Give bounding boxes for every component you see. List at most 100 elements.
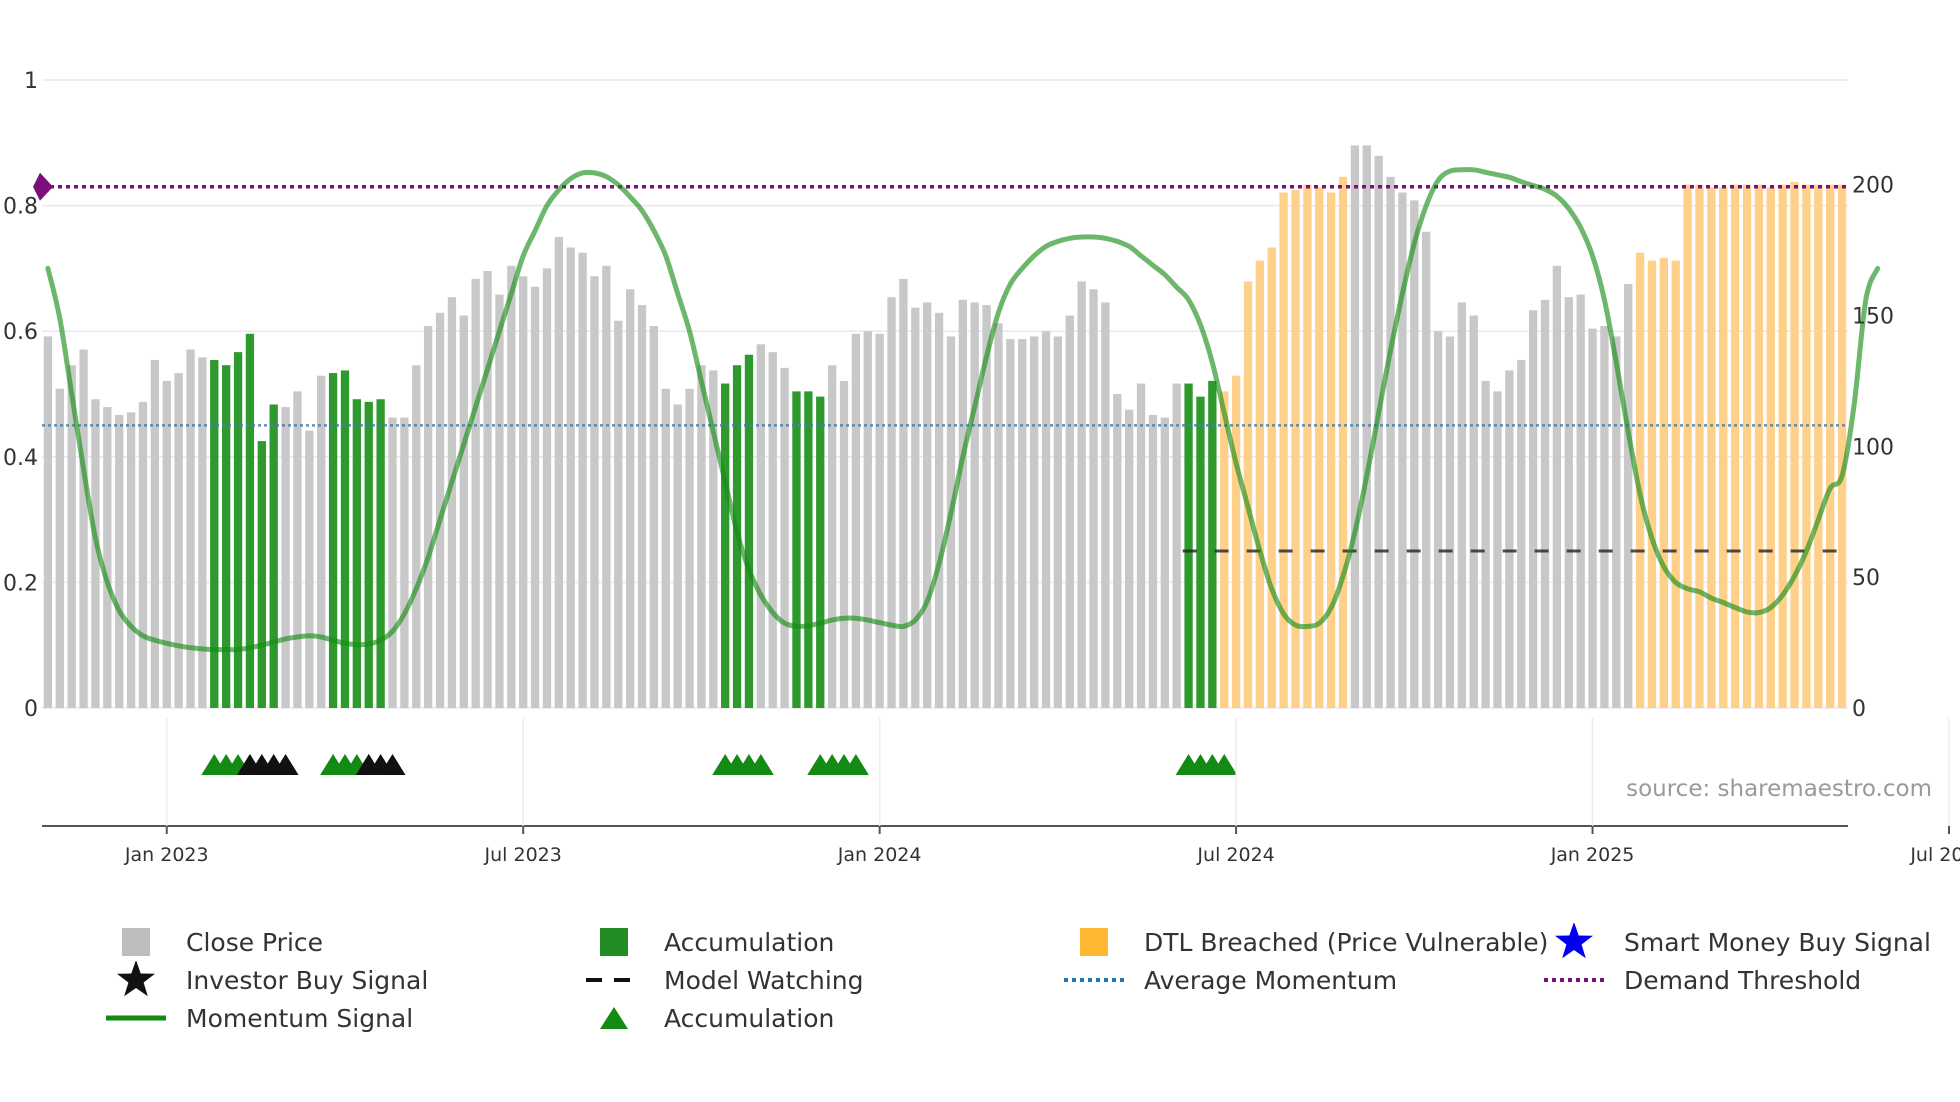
- x-tick-label: Jul 2023: [484, 844, 562, 866]
- investor-buy-marker: [272, 754, 299, 775]
- close-price-bar: [1029, 336, 1039, 708]
- y-left-tick-label: 0.4: [3, 446, 38, 471]
- close-price-bar: [400, 417, 409, 708]
- accumulation-bar: [222, 365, 231, 708]
- close-price-bar: [115, 414, 124, 708]
- close-price-bars: [43, 145, 1633, 709]
- close-price-bar: [1398, 192, 1407, 708]
- close-price-bar: [697, 365, 706, 708]
- close-price-bar: [1445, 336, 1455, 708]
- close-price-bar: [388, 417, 397, 708]
- y-right-tick-label: 50: [1852, 566, 1880, 591]
- x-tick-label: Jan 2023: [124, 844, 209, 866]
- y-left-tick-label: 0: [24, 697, 38, 722]
- close-price-bar: [1576, 294, 1585, 708]
- close-price-bar: [1528, 310, 1538, 708]
- close-price-bar: [1077, 281, 1086, 708]
- accumulation-bar: [744, 354, 754, 708]
- close-price-bar: [1362, 145, 1371, 708]
- accumulation-bar: [352, 399, 362, 708]
- close-price-bar: [1053, 336, 1063, 708]
- close-price-bar: [554, 237, 564, 708]
- close-price-bar: [1481, 380, 1490, 708]
- dtl-breached-bar: [1683, 184, 1692, 708]
- close-price-bar: [958, 299, 967, 708]
- x-tick-label: Jul 2024: [1196, 844, 1274, 866]
- close-price-bar: [423, 325, 433, 708]
- close-price-bar: [982, 305, 991, 708]
- accumulation-bar: [1208, 380, 1217, 708]
- close-price-bar: [1374, 155, 1383, 709]
- close-price-bar: [1624, 284, 1633, 708]
- close-price-bar: [174, 373, 183, 708]
- close-price-bar: [126, 412, 136, 708]
- axes: Jan 2023 Jul 2023 Jan 2024 Jul 2024 Jan 2025…: [3, 69, 1960, 866]
- accumulation-bar: [376, 399, 385, 708]
- close-price-bar: [934, 312, 944, 708]
- close-price-bar: [899, 278, 908, 708]
- close-price-bar: [305, 430, 314, 708]
- source-label: source: sharemaestro.com: [1626, 776, 1932, 802]
- dtl-breached-bar: [1826, 184, 1835, 708]
- dtl-breached-bar: [1790, 182, 1799, 709]
- close-price-bar: [768, 352, 777, 708]
- accumulation-bar: [792, 391, 801, 708]
- y-left-tick-label: 0.2: [3, 571, 38, 596]
- close-price-bar: [55, 388, 64, 708]
- close-price-bar: [198, 357, 207, 708]
- close-price-bar: [756, 344, 765, 708]
- close-price-bar: [317, 375, 326, 708]
- close-price-bar: [875, 333, 884, 708]
- close-price-bar: [1493, 391, 1502, 708]
- accumulation-bar: [1184, 383, 1193, 708]
- close-price-bar: [1564, 297, 1573, 708]
- close-price-bar: [471, 278, 480, 708]
- dtl-breached-bar: [1659, 257, 1668, 708]
- dtl-breached-bar: [1695, 184, 1704, 708]
- x-tick-label: Jul 2025: [1909, 844, 1960, 866]
- close-price-bar: [138, 401, 148, 708]
- dtl-breached-bar: [1742, 184, 1752, 708]
- accumulation-marker: [842, 754, 869, 775]
- close-price-bar: [530, 286, 540, 708]
- close-price-bar: [863, 331, 872, 708]
- dtl-breached-bar: [1766, 187, 1775, 709]
- close-price-bar: [685, 388, 694, 708]
- close-price-bar: [1469, 315, 1478, 708]
- dtl-breached-bar: [1315, 187, 1324, 709]
- accumulation-bar: [340, 370, 350, 708]
- dtl-breached-bar: [1231, 375, 1241, 708]
- close-price-bar: [43, 336, 53, 708]
- close-price-bar: [495, 294, 504, 708]
- accumulation-marker: [1211, 754, 1238, 775]
- dtl-breached-bar: [1255, 260, 1265, 708]
- dtl-breached-bar: [1647, 260, 1657, 708]
- accumulation-bar: [245, 333, 255, 708]
- accumulation-bar: [210, 359, 219, 708]
- close-price-bar: [447, 297, 457, 708]
- dtl-breached-bar: [1635, 252, 1645, 708]
- close-price-bar: [1540, 299, 1550, 708]
- close-price-bar: [186, 349, 195, 708]
- accumulation-bar: [816, 396, 825, 708]
- close-price-bar: [625, 289, 635, 708]
- dtl-breached-bar: [1754, 184, 1764, 708]
- y-left-tick-label: 0.8: [3, 195, 38, 220]
- close-price-bar: [1588, 328, 1597, 708]
- close-price-bar: [887, 297, 896, 708]
- close-price-bar: [150, 359, 160, 708]
- close-price-bar: [412, 365, 421, 708]
- close-price-bar: [519, 276, 528, 708]
- close-price-bar: [483, 271, 492, 708]
- close-price-bar: [1457, 302, 1467, 708]
- accumulation-bar: [721, 383, 730, 708]
- close-price-bar: [507, 265, 516, 708]
- close-price-bar: [1612, 336, 1621, 708]
- dtl-breached-bar: [1267, 247, 1276, 708]
- close-price-bar: [602, 265, 611, 708]
- close-price-bar: [614, 320, 623, 708]
- dtl-breached-bar: [1671, 260, 1680, 708]
- dtl-breached-bar: [1326, 192, 1336, 708]
- close-price-bar: [162, 380, 171, 708]
